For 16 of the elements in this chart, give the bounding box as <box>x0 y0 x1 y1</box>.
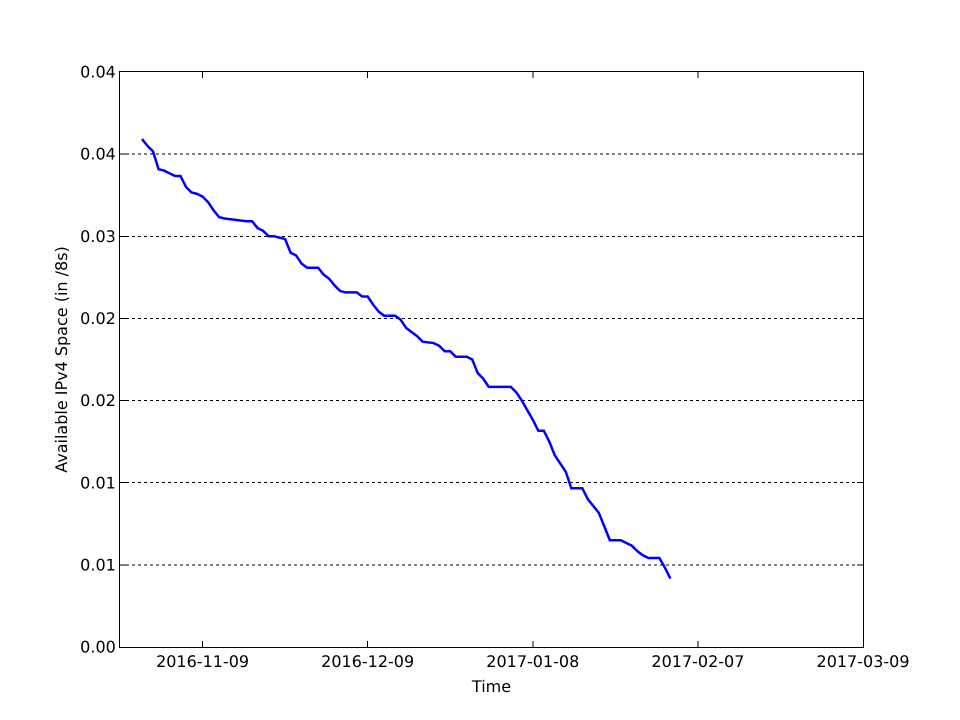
y-tick-label: 0.01 <box>80 473 116 492</box>
y-axis-title: Available IPv4 Space (in /8s) <box>52 246 72 473</box>
x-tick-label: 2017-01-08 <box>486 652 580 672</box>
line-series <box>140 138 672 580</box>
x-axis-title: Time <box>470 676 512 696</box>
y-tick-label: 0.00 <box>80 638 116 657</box>
y-tick-label: 0.03 <box>80 226 116 246</box>
y-tick-label: 0.01 <box>80 555 116 574</box>
y-tick-label: 0.02 <box>80 309 116 328</box>
y-tick-label: 0.02 <box>80 391 116 410</box>
x-tick-label: 2017-03-09 <box>816 652 910 672</box>
y-tick-label: 0.04 <box>80 144 116 164</box>
y-tick-label: 0.04 <box>80 62 116 82</box>
x-tick-label: 2016-11-09 <box>156 652 250 672</box>
x-tick-label: 2016-12-09 <box>321 652 414 672</box>
x-tick-label: 2017-02-07 <box>651 652 744 672</box>
